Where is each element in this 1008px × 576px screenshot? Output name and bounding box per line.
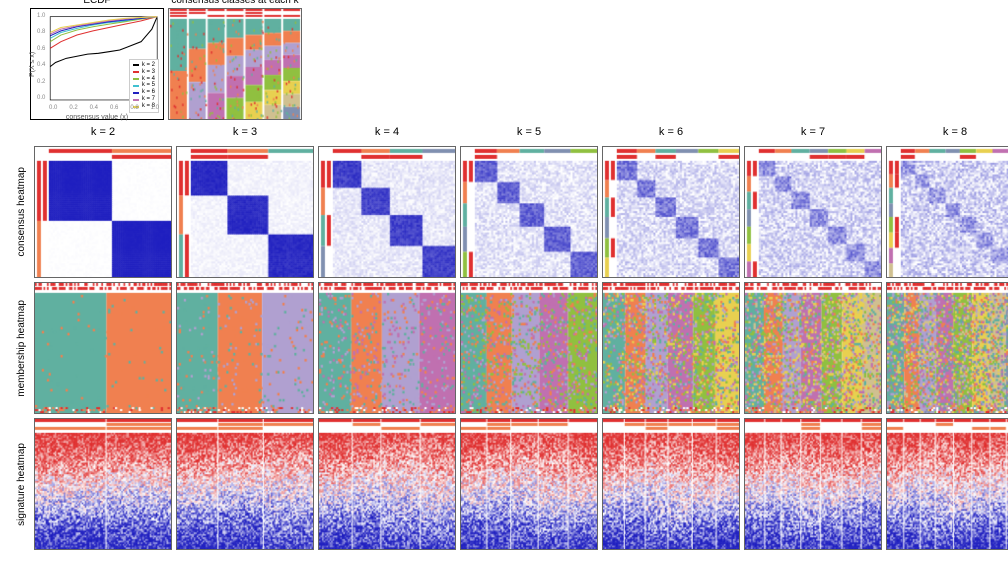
column-title: k = 6 [602,126,740,140]
x-tick: 0.0 [49,105,57,111]
membership-canvas [887,283,1008,413]
row-label: signature heatmap [12,418,30,550]
legend-swatch [133,64,139,66]
membership-heatmap-k7 [744,282,882,414]
legend-label: k = 5 [142,82,155,89]
row-label-text: signature heatmap [16,443,27,526]
x-tick: 1.0 [151,105,159,111]
membership-canvas [177,283,313,413]
column-title: k = 2 [34,126,172,140]
row-label: membership heatmap [12,282,30,414]
ecdf-title: ECDF [31,0,163,6]
ecdf-xlabel: consensus value (x) [31,114,163,121]
legend-item: k = 4 [133,76,155,83]
membership-canvas [319,283,455,413]
signature-canvas [461,419,597,549]
membership-heatmap-k6 [602,282,740,414]
x-tick: 0.8 [130,105,138,111]
signature-heatmap-k6 [602,418,740,550]
consensus-canvas [887,147,1008,277]
legend-item: k = 2 [133,62,155,69]
row-label: consensus heatmap [12,146,30,278]
row-label-text: consensus heatmap [16,167,27,257]
legend-label: k = 7 [142,96,155,103]
legend-item: k = 5 [133,82,155,89]
legend-swatch [133,71,139,73]
ecdf-yticks: 0.0 0.2 0.4 0.6 0.8 1.0 [37,13,45,101]
legend-swatch [133,92,139,94]
membership-heatmap-k4 [318,282,456,414]
y-tick: 0.6 [37,46,45,52]
ecdf-panel: ECDF consensus value (x) P(X ≤ x) k = 2k… [30,8,164,120]
x-tick: 0.4 [90,105,98,111]
membership-heatmap-k5 [460,282,598,414]
x-tick: 0.6 [110,105,118,111]
top-row: ECDF consensus value (x) P(X ≤ x) k = 2k… [30,8,996,120]
signature-heatmap-k2 [34,418,172,550]
signature-canvas [887,419,1008,549]
signature-heatmap-k5 [460,418,598,550]
y-tick: 0.0 [37,95,45,101]
consensus-canvas [745,147,881,277]
signature-canvas [745,419,881,549]
heatmap-grid: k = 2k = 3k = 4k = 5k = 6k = 7k = 8conse… [12,126,996,550]
legend-item: k = 6 [133,89,155,96]
consensus-heatmap-k4 [318,146,456,278]
membership-heatmap-k3 [176,282,314,414]
consensus-heatmap-k3 [176,146,314,278]
column-title: k = 5 [460,126,598,140]
signature-heatmap-k8 [886,418,1008,550]
consensus-canvas [603,147,739,277]
classes-each-k-panel: consensus classes at each k [168,8,302,120]
x-tick: 0.2 [69,105,77,111]
legend-label: k = 4 [142,76,155,83]
column-title: k = 8 [886,126,1008,140]
legend-swatch [133,99,139,101]
y-tick: 1.0 [37,13,45,19]
legend-label: k = 2 [142,62,155,69]
column-title: k = 3 [176,126,314,140]
signature-heatmap-k4 [318,418,456,550]
legend-label: k = 3 [142,69,155,76]
y-tick: 0.2 [37,79,45,85]
consensus-canvas [177,147,313,277]
legend-item: k = 7 [133,96,155,103]
membership-canvas [461,283,597,413]
legend-swatch [133,85,139,87]
consensus-canvas [319,147,455,277]
signature-canvas [603,419,739,549]
y-tick: 0.4 [37,62,45,68]
column-title: k = 7 [744,126,882,140]
classes-title: consensus classes at each k [169,0,301,6]
membership-canvas [35,283,171,413]
consensus-heatmap-k6 [602,146,740,278]
membership-canvas [745,283,881,413]
signature-heatmap-k3 [176,418,314,550]
ecdf-xticks: 0.0 0.2 0.4 0.6 0.8 1.0 [49,105,159,111]
membership-heatmap-k2 [34,282,172,414]
grid-corner [12,126,30,142]
consensus-heatmap-k8 [886,146,1008,278]
legend-label: k = 6 [142,89,155,96]
consensus-canvas [35,147,171,277]
consensus-canvas [461,147,597,277]
legend-item: k = 3 [133,69,155,76]
y-tick: 0.8 [37,29,45,35]
membership-heatmap-k8 [886,282,1008,414]
consensus-heatmap-k7 [744,146,882,278]
signature-canvas [319,419,455,549]
ecdf-ylabel: P(X ≤ x) [29,9,36,119]
signature-heatmap-k7 [744,418,882,550]
classes-each-k-plot [169,9,301,119]
consensus-heatmap-k2 [34,146,172,278]
signature-canvas [35,419,171,549]
membership-canvas [603,283,739,413]
signature-canvas [177,419,313,549]
column-title: k = 4 [318,126,456,140]
consensus-heatmap-k5 [460,146,598,278]
row-label-text: membership heatmap [16,300,27,397]
legend-swatch [133,78,139,80]
